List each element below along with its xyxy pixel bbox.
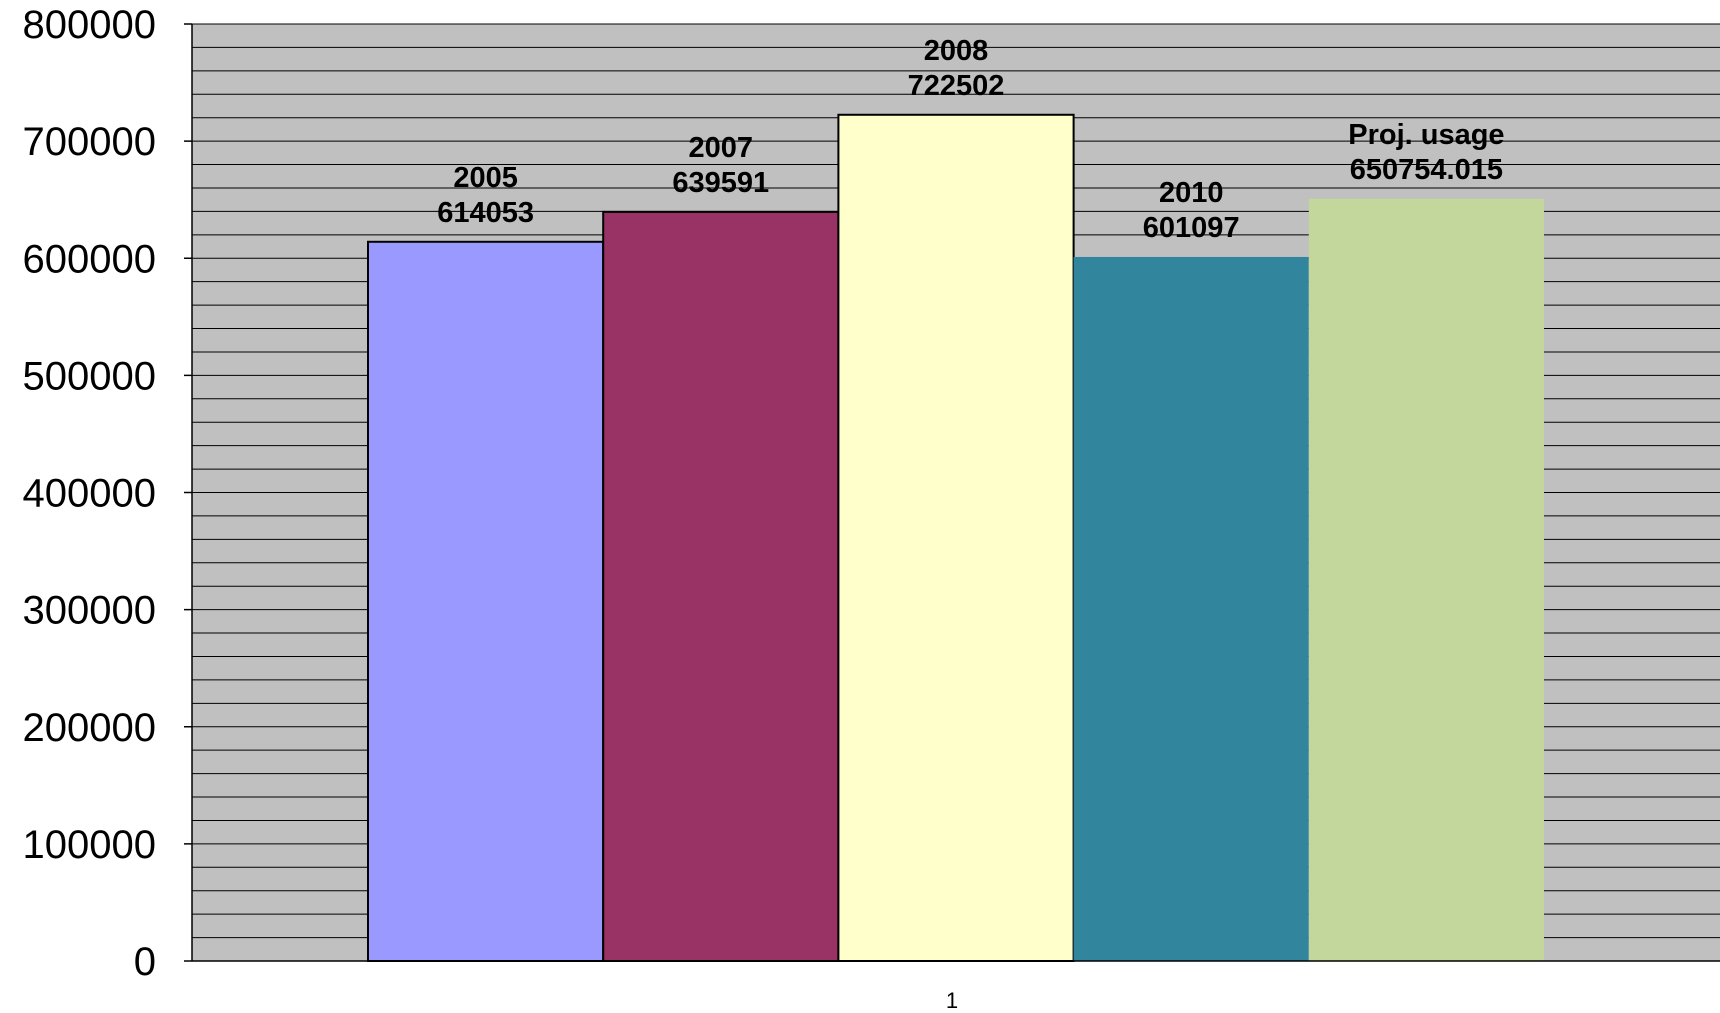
y-tick-label: 600000 <box>23 237 156 281</box>
bar-2010 <box>1073 256 1309 961</box>
data-label-value: 614053 <box>437 197 534 229</box>
y-tick-label: 300000 <box>23 589 156 633</box>
y-tick-label: 800000 <box>23 3 156 47</box>
data-label-series: 2005 <box>453 162 518 194</box>
data-label-value: 601097 <box>1143 212 1240 244</box>
y-tick-label: 700000 <box>23 120 156 164</box>
data-label-series: Proj. usage <box>1348 119 1504 151</box>
data-label-value: 650754.015 <box>1350 154 1503 186</box>
y-tick-label: 200000 <box>23 706 156 750</box>
data-label-series: 2010 <box>1159 177 1224 209</box>
axes: 0 100000 200000 300000 400000 500000 600000 700… <box>23 3 1720 1013</box>
x-category-label: 1 <box>946 988 958 1013</box>
bar-2005 <box>367 240 605 963</box>
data-label-value: 722502 <box>908 70 1005 102</box>
data-label-series: 2008 <box>924 35 989 67</box>
data-label-value: 639591 <box>672 167 769 199</box>
y-tick-label: 100000 <box>23 823 156 867</box>
bar-proj-usage <box>1308 198 1544 961</box>
bars <box>367 113 1544 963</box>
y-tick-label: 500000 <box>23 354 156 398</box>
y-tick-label: 400000 <box>23 472 156 516</box>
y-tick-label: 0 <box>134 940 156 984</box>
bar-2008 <box>837 113 1075 962</box>
bar-2007 <box>602 210 840 963</box>
data-label-series: 2007 <box>689 132 754 164</box>
